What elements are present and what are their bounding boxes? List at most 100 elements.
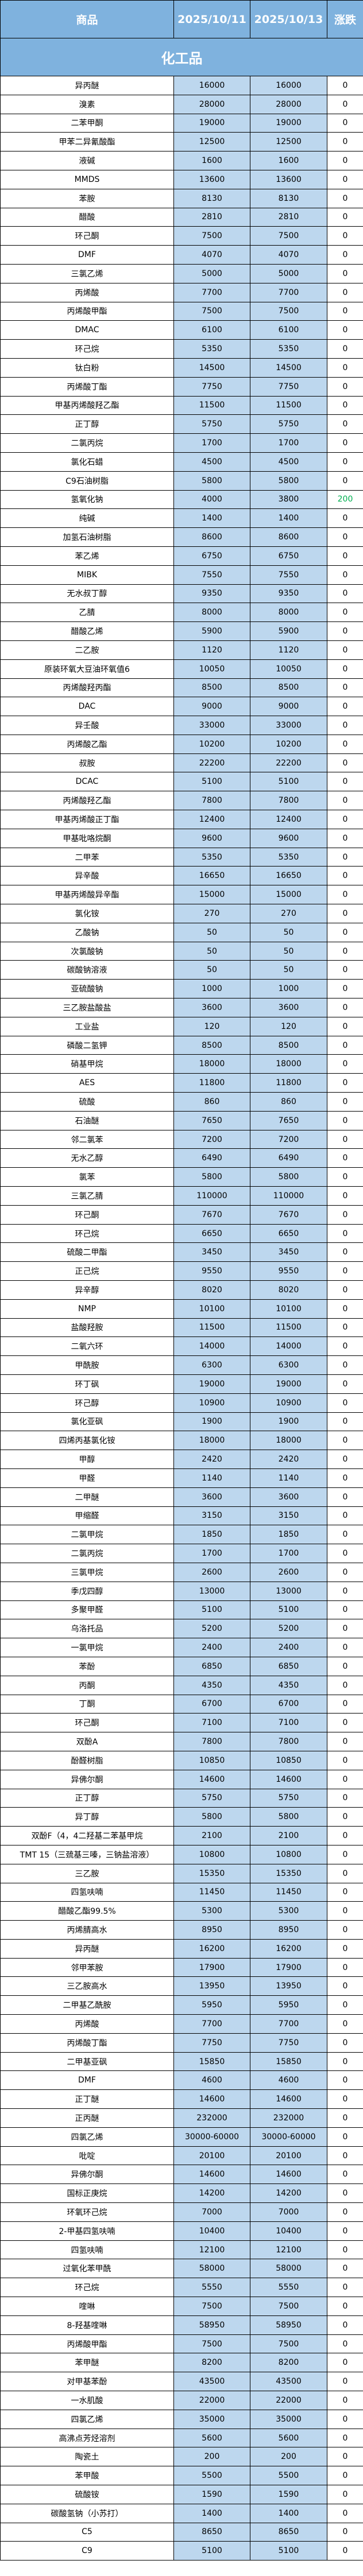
product-name: DCAC bbox=[0, 772, 174, 792]
price-date2: 232000 bbox=[250, 2108, 327, 2128]
product-name: 二甲基亚砜 bbox=[0, 2052, 174, 2072]
table-row: 丙烯酸羟乙酯 7800 7800 0 bbox=[0, 791, 363, 811]
table-row: 邻二氯苯 7200 7200 0 bbox=[0, 1129, 363, 1149]
product-name: 对甲基苯酚 bbox=[0, 2372, 174, 2392]
product-name: 环己酮 bbox=[0, 226, 174, 246]
price-date1: 120 bbox=[173, 1016, 250, 1036]
price-date1: 5800 bbox=[173, 1807, 250, 1827]
price-date2: 8500 bbox=[250, 678, 327, 698]
price-date1: 7100 bbox=[173, 1713, 250, 1733]
price-date2: 50 bbox=[250, 922, 327, 942]
price-date1: 13600 bbox=[173, 169, 250, 189]
table-row: MIBK 7550 7550 0 bbox=[0, 565, 363, 585]
price-date1: 5000 bbox=[173, 263, 250, 283]
product-name: 醋酸乙烯 bbox=[0, 621, 174, 641]
table-row: 一水肌酸 22000 22000 0 bbox=[0, 2391, 363, 2410]
price-change: 0 bbox=[327, 1901, 363, 1921]
price-date1: 5500 bbox=[173, 2466, 250, 2485]
table-row: 四氢呋喃 11450 11450 0 bbox=[0, 1882, 363, 1902]
table-row: 甲基吡咯烷酮 9600 9600 0 bbox=[0, 828, 363, 848]
table-row: 纯碱 1400 1400 0 bbox=[0, 508, 363, 529]
price-date2: 10800 bbox=[250, 1844, 327, 1864]
price-change: 0 bbox=[327, 1261, 363, 1281]
price-date2: 7500 bbox=[250, 301, 327, 321]
table-row: 过氧化苯甲酰 58000 58000 0 bbox=[0, 2259, 363, 2279]
price-date2: 2100 bbox=[250, 1826, 327, 1845]
price-date1: 110000 bbox=[173, 1186, 250, 1206]
price-date1: 7800 bbox=[173, 1732, 250, 1751]
price-date1: 7700 bbox=[173, 282, 250, 302]
table-row: DMF 4070 4070 0 bbox=[0, 245, 363, 265]
table-row: 8-羟基喹啉 58950 58950 0 bbox=[0, 2315, 363, 2335]
table-row: 丙烯酸丁酯 7750 7750 0 bbox=[0, 376, 363, 397]
price-date1: 19000 bbox=[173, 113, 250, 133]
product-name: 甲苯二异氰酸酯 bbox=[0, 132, 174, 152]
price-date2: 8650 bbox=[250, 2522, 327, 2542]
price-date2: 3600 bbox=[250, 998, 327, 1017]
product-name: DMAC bbox=[0, 320, 174, 340]
price-change: 0 bbox=[327, 452, 363, 472]
price-change: 0 bbox=[327, 922, 363, 942]
price-date2: 270 bbox=[250, 904, 327, 923]
price-change: 0 bbox=[327, 1054, 363, 1074]
price-date1: 5200 bbox=[173, 1619, 250, 1639]
price-date2: 6300 bbox=[250, 1355, 327, 1375]
price-date1: 58000 bbox=[173, 2259, 250, 2279]
price-date2: 1140 bbox=[250, 1468, 327, 1488]
table-row: 二氯丙烷 1700 1700 0 bbox=[0, 1544, 363, 1563]
product-name: 次氯酸钠 bbox=[0, 941, 174, 961]
product-name: 二氯丙烷 bbox=[0, 1544, 174, 1563]
table-row: 异丙醚 16000 16000 0 bbox=[0, 76, 363, 95]
price-change: 0 bbox=[327, 1544, 363, 1563]
price-date1: 10800 bbox=[173, 1844, 250, 1864]
price-date2: 16650 bbox=[250, 866, 327, 886]
product-name: 纯碱 bbox=[0, 508, 174, 529]
product-name: 四氢呋喃 bbox=[0, 2240, 174, 2260]
product-name: 环己烷 bbox=[0, 339, 174, 359]
price-date1: 16650 bbox=[173, 866, 250, 886]
price-date2: 5900 bbox=[250, 621, 327, 641]
product-name: TMT 15（三巯基三嗪，三钠盐溶液） bbox=[0, 1844, 174, 1864]
table-row: 四氯乙烯 30000-60000 30000-60000 0 bbox=[0, 2127, 363, 2147]
table-row: 异佛尔酮 14600 14600 0 bbox=[0, 2165, 363, 2185]
price-date2: 7500 bbox=[250, 2334, 327, 2354]
table-row: 正丁醇 5750 5750 0 bbox=[0, 1788, 363, 1808]
price-date1: 5100 bbox=[173, 2541, 250, 2561]
table-row: 丙烯酸乙酯 10200 10200 0 bbox=[0, 734, 363, 754]
table-row: 工业盐 120 120 0 bbox=[0, 1016, 363, 1036]
product-name: 甲基丙烯酸羟乙酯 bbox=[0, 395, 174, 415]
price-date2: 6850 bbox=[250, 1656, 327, 1676]
price-date2: 5950 bbox=[250, 1995, 327, 2015]
product-name: 三氯甲烷 bbox=[0, 1562, 174, 1582]
product-name: 邻甲苯胺 bbox=[0, 1957, 174, 1977]
product-name: 异辛酸 bbox=[0, 866, 174, 886]
product-name: 过氧化苯甲酰 bbox=[0, 2259, 174, 2279]
price-date1: 10050 bbox=[173, 659, 250, 679]
table-row: 二甲基亚砜 15850 15850 0 bbox=[0, 2052, 363, 2072]
table-row: 乌洛托品 5200 5200 0 bbox=[0, 1619, 363, 1639]
table-row: 二氯丙烷 1700 1700 0 bbox=[0, 433, 363, 453]
price-date2: 13600 bbox=[250, 169, 327, 189]
product-name: 2-甲基四氢呋喃 bbox=[0, 2221, 174, 2241]
table-row: 一氯甲烷 2400 2400 0 bbox=[0, 1638, 363, 1657]
product-name: 8-羟基喹啉 bbox=[0, 2315, 174, 2335]
price-date2: 10050 bbox=[250, 659, 327, 679]
price-change: 0 bbox=[327, 1167, 363, 1187]
price-change: 0 bbox=[327, 2372, 363, 2392]
table-row: 苯酚 6850 6850 0 bbox=[0, 1656, 363, 1676]
price-date1: 14200 bbox=[173, 2183, 250, 2204]
product-name: C5 bbox=[0, 2522, 174, 2542]
price-change: 0 bbox=[327, 1863, 363, 1883]
product-name: 异佛尔酮 bbox=[0, 2165, 174, 2185]
header-date1: 2025/10/11 bbox=[173, 0, 250, 38]
price-change: 0 bbox=[327, 1619, 363, 1639]
price-date1: 14600 bbox=[173, 2165, 250, 2185]
price-date1: 5800 bbox=[173, 471, 250, 491]
price-change: 0 bbox=[327, 414, 363, 434]
product-name: 二甲苯 bbox=[0, 847, 174, 867]
price-change: 0 bbox=[327, 2202, 363, 2222]
price-date1: 1400 bbox=[173, 508, 250, 529]
product-name: 无水叔丁醇 bbox=[0, 584, 174, 604]
table-row: 正丁醇 5750 5750 0 bbox=[0, 414, 363, 434]
table-row: 钛白粉 14500 14500 0 bbox=[0, 358, 363, 378]
